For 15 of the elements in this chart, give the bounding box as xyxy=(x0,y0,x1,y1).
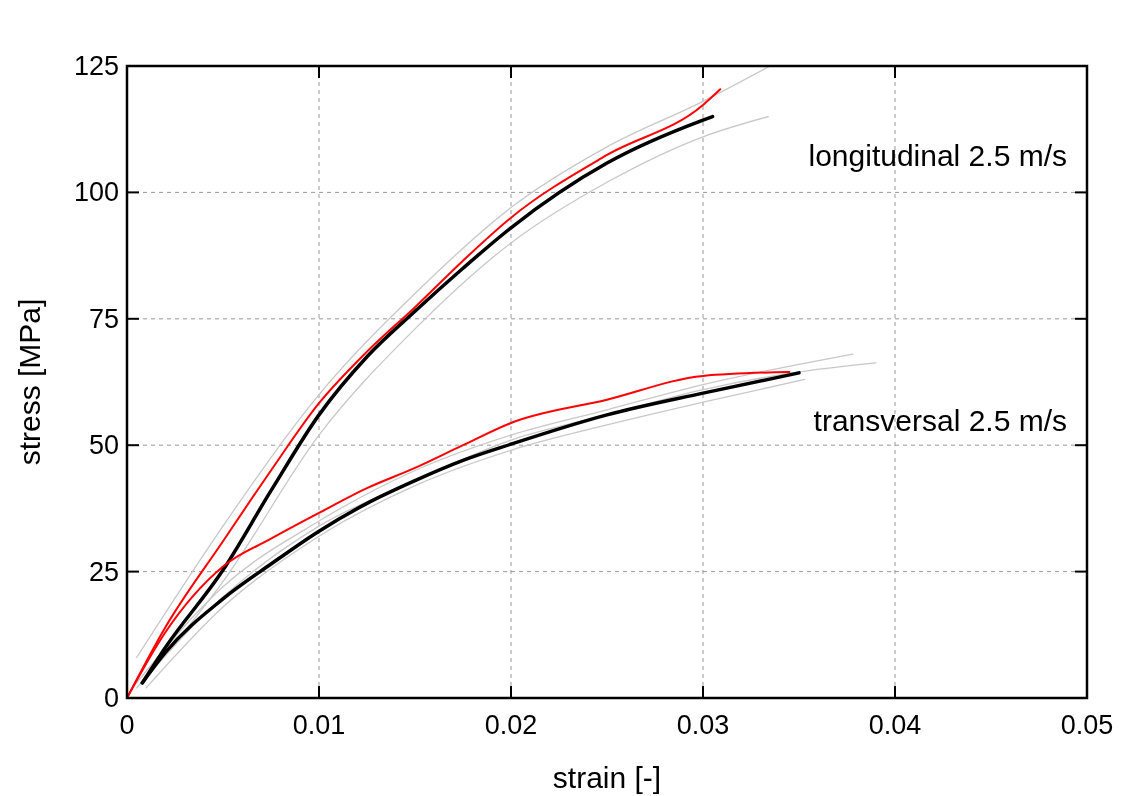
x-tick-label: 0.01 xyxy=(292,710,346,740)
y-tick-label: 100 xyxy=(73,177,119,208)
y-tick-label: 50 xyxy=(88,430,119,461)
y-tick-label: 75 xyxy=(88,303,119,334)
x-tick-label: 0.05 xyxy=(1060,710,1114,740)
x-tick-label: 0.03 xyxy=(676,710,730,740)
x-tick-label: 0.04 xyxy=(868,710,922,740)
annotation: longitudinal 2.5 m/s xyxy=(808,139,1067,172)
x-axis-title: strain [-] xyxy=(552,761,662,794)
x-tick-label: 0.02 xyxy=(484,710,538,740)
y-axis-title: stress [MPa] xyxy=(13,298,46,466)
y-tick-label: 25 xyxy=(88,556,119,587)
annotation: transversal 2.5 m/s xyxy=(813,404,1067,437)
y-tick-label: 0 xyxy=(103,683,119,713)
y-tick-label: 125 xyxy=(73,51,119,81)
